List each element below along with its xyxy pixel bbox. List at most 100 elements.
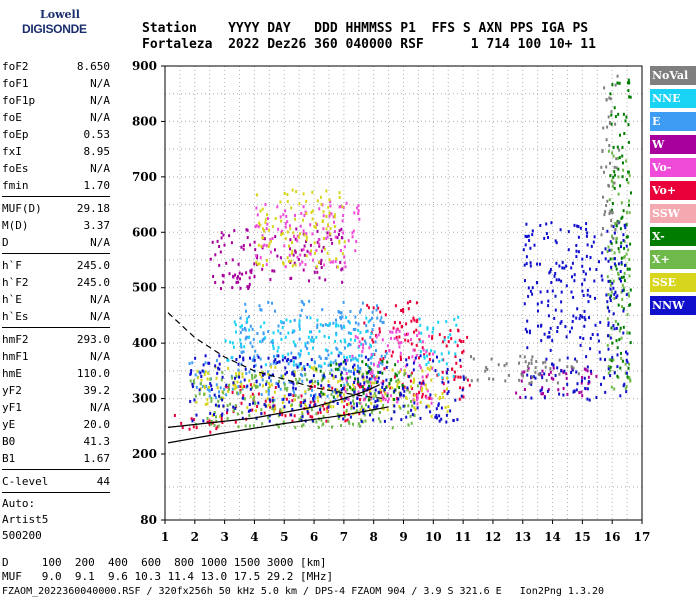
echo-point (367, 369, 370, 373)
echo-point (625, 263, 628, 267)
echo-point (536, 262, 539, 266)
echo-point (260, 375, 263, 379)
echo-point (422, 381, 425, 385)
echo-point (419, 350, 422, 354)
echo-point (206, 377, 209, 381)
echo-point (340, 326, 343, 330)
echo-point (549, 267, 552, 271)
param-row: B0 41.3 (2, 433, 110, 450)
echo-point (231, 258, 234, 262)
legend: NoVal NNE E W Vo- Vo+ SSW X- X+ SSE NNW (650, 66, 696, 319)
echo-point (435, 407, 438, 411)
echo-point (328, 385, 331, 388)
echo-point (551, 339, 554, 343)
echo-point (570, 365, 573, 369)
echo-point (235, 372, 238, 376)
echo-point (627, 181, 630, 185)
echo-point (300, 424, 303, 428)
echo-point (613, 297, 616, 301)
echo-point (309, 400, 312, 404)
echo-point (400, 309, 403, 312)
echo-point (420, 331, 423, 335)
echo-point (279, 256, 282, 260)
x-tick-label: 14 (544, 530, 561, 544)
echo-point (323, 247, 326, 251)
echo-point (528, 381, 531, 385)
echo-point (400, 418, 403, 422)
echo-point (386, 394, 389, 398)
echo-point (300, 418, 303, 422)
echo-point (609, 296, 612, 300)
echo-point (629, 379, 632, 383)
echo-point (611, 184, 614, 188)
echo-point (411, 413, 414, 417)
echo-point (194, 356, 197, 360)
echo-point (410, 373, 412, 377)
echo-point (423, 353, 426, 357)
echo-point (413, 348, 416, 352)
echo-point (365, 330, 368, 333)
echo-point (416, 398, 419, 402)
echo-point (412, 381, 415, 385)
echo-point (241, 272, 244, 276)
echo-point (577, 235, 580, 239)
echo-point (271, 237, 274, 240)
echo-point (621, 175, 624, 179)
echo-point (613, 181, 616, 185)
echo-point (613, 327, 616, 331)
echo-point (291, 188, 294, 192)
echo-point (379, 310, 382, 314)
x-tick-label: 5 (280, 530, 288, 544)
echo-point (426, 389, 429, 393)
echo-point (280, 320, 283, 324)
echo-point (581, 282, 584, 286)
echo-point (277, 324, 280, 328)
echo-point (424, 383, 427, 387)
echo-point (613, 292, 616, 296)
echo-point (335, 388, 338, 392)
echo-point (269, 363, 272, 367)
echo-point (530, 375, 533, 379)
echo-point (372, 396, 375, 400)
echo-point (462, 395, 465, 399)
echo-point (457, 375, 460, 379)
echo-point (334, 375, 337, 379)
echo-point (598, 350, 601, 354)
echo-point (302, 205, 305, 209)
echo-point (628, 173, 631, 177)
echo-point (354, 338, 357, 342)
echo-point (305, 232, 308, 236)
echo-point (245, 335, 248, 339)
echo-point (371, 381, 374, 385)
echo-point (629, 242, 632, 246)
echo-point (530, 396, 533, 400)
param-row: B1 1.67 (2, 450, 110, 467)
param-value: 0.53 (83, 128, 111, 141)
echo-point (263, 243, 266, 247)
echo-point (257, 401, 260, 405)
echo-point (617, 175, 620, 179)
echo-point (612, 154, 615, 158)
echo-point (351, 235, 354, 239)
echo-point (235, 386, 238, 390)
echo-point (334, 359, 337, 363)
echo-point (604, 257, 607, 261)
echo-point (340, 268, 343, 272)
echo-point (214, 364, 217, 368)
echo-point (264, 399, 267, 403)
echo-point (573, 279, 576, 283)
echo-point (234, 420, 237, 424)
echo-point (218, 245, 221, 248)
echo-point (290, 259, 293, 263)
param-name: foF2 (2, 60, 29, 73)
echo-point (258, 221, 261, 225)
echo-point (231, 376, 234, 380)
echo-point (302, 229, 305, 233)
echo-point (276, 205, 279, 209)
echo-point (231, 286, 234, 290)
echo-point (348, 321, 351, 325)
echo-point (342, 367, 345, 371)
echo-point (371, 338, 374, 342)
echo-point (394, 304, 397, 308)
echo-point (585, 222, 588, 226)
